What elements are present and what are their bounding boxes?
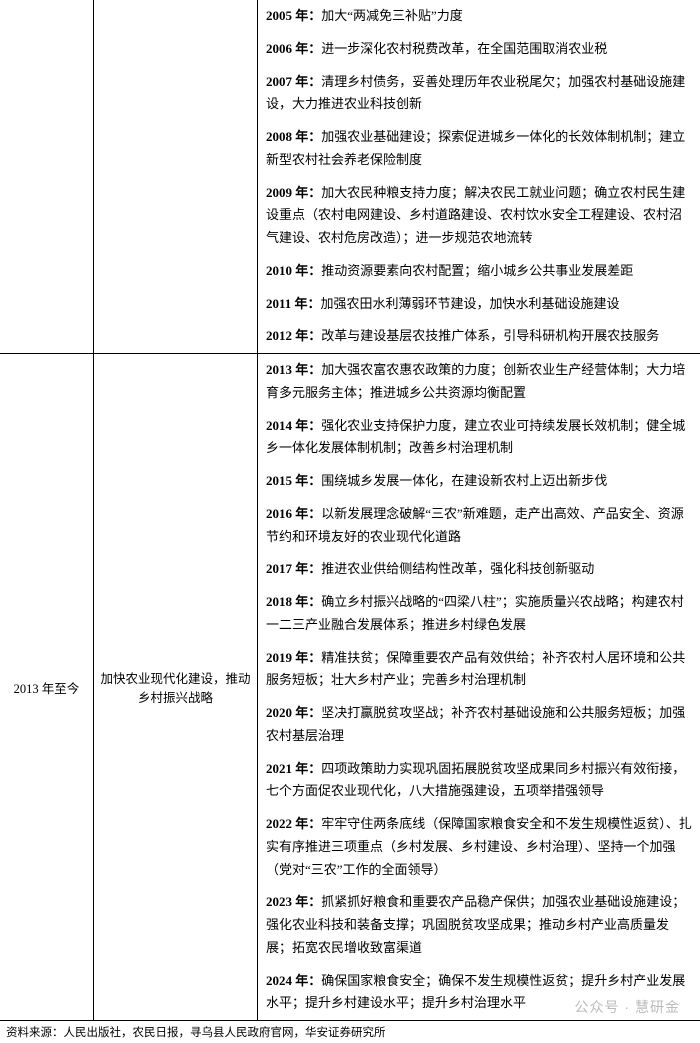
content-cell: 2017 年：推进农业供给侧结构性改革，强化科技创新驱动 <box>258 553 700 586</box>
content-cell: 2015 年：围绕城乡发展一体化，在建设新农村上迈出新步伐 <box>258 465 700 498</box>
year-label: 2011 年： <box>266 296 321 311</box>
period-cell: 2013 年至今 <box>0 354 94 1021</box>
year-label: 2019 年： <box>266 650 321 665</box>
year-label: 2013 年： <box>266 362 321 377</box>
year-label: 2009 年： <box>266 185 321 200</box>
year-label: 2017 年： <box>266 561 321 576</box>
entry-text: 牢牢守住两条底线（保障国家粮食安全和不发生规模性返贫）、扎实有序推进三项重点（乡… <box>266 816 692 877</box>
content-cell: 2021 年：四项政策助力实现巩固拓展脱贫攻坚成果同乡村振兴有效衔接，七个方面促… <box>258 753 700 809</box>
entry-text: 确保国家粮食安全；确保不发生规模性返贫；提升乡村产业发展水平；提升乡村建设水平；… <box>266 973 685 1011</box>
entry-text: 加大“两减免三补贴”力度 <box>321 8 463 23</box>
entry-text: 推进农业供给侧结构性改革，强化科技创新驱动 <box>321 561 594 576</box>
entry-text: 围绕城乡发展一体化，在建设新农村上迈出新步伐 <box>321 473 607 488</box>
year-label: 2006 年： <box>266 41 321 56</box>
content-cell: 2011 年：加强农田水利薄弱环节建设，加快水利基础设施建设 <box>258 288 700 321</box>
entry-text: 以新发展理念破解“三农”新难题，走产出高效、产品安全、资源节约和环境友好的农业现… <box>266 506 684 544</box>
year-label: 2023 年： <box>266 894 321 909</box>
theme-cell: 加快农业现代化建设，推动乡村振兴战略 <box>94 354 258 1021</box>
year-label: 2016 年： <box>266 506 321 521</box>
policy-table: 2005 年：加大“两减免三补贴”力度2006 年：进一步深化农村税费改革，在全… <box>0 0 700 1021</box>
content-cell: 2018 年：确立乡村振兴战略的“四梁八柱”；实施质量兴农战略；构建农村一二三产… <box>258 586 700 642</box>
content-cell: 2010 年：推动资源要素向农村配置；缩小城乡公共事业发展差距 <box>258 255 700 288</box>
theme-cell <box>94 0 258 354</box>
content-cell: 2012 年：改革与建设基层农技推广体系，引导科研机构开展农技服务 <box>258 320 700 353</box>
source-line: 资料来源：人民出版社，农民日报，寻乌县人民政府官网，华安证券研究所 <box>0 1021 700 1043</box>
year-label: 2014 年： <box>266 418 321 433</box>
year-label: 2012 年： <box>266 328 321 343</box>
entry-text: 四项政策助力实现巩固拓展脱贫攻坚成果同乡村振兴有效衔接，七个方面促农业现代化，八… <box>266 761 685 799</box>
content-cell: 2019 年：精准扶贫；保障重要农产品有效供给；补齐农村人居环境和公共服务短板；… <box>258 642 700 698</box>
content-cell: 2005 年：加大“两减免三补贴”力度 <box>258 0 700 33</box>
table-row: 2013 年至今加快农业现代化建设，推动乡村振兴战略2013 年：加大强农富农惠… <box>0 354 700 410</box>
entry-text: 加大农民种粮支持力度；解决农民工就业问题；确立农村民生建设重点（农村电网建设、乡… <box>266 185 685 246</box>
table-row: 2005 年：加大“两减免三补贴”力度 <box>0 0 700 33</box>
content-cell: 2016 年：以新发展理念破解“三农”新难题，走产出高效、产品安全、资源节约和环… <box>258 498 700 554</box>
content-cell: 2006 年：进一步深化农村税费改革，在全国范围取消农业税 <box>258 33 700 66</box>
content-cell: 2008 年：加强农业基础建设；探索促进城乡一体化的长效体制机制；建立新型农村社… <box>258 121 700 177</box>
content-cell: 2014 年：强化农业支持保护力度，建立农业可持续发展长效机制；健全城乡一体化发… <box>258 410 700 466</box>
entry-text: 加大强农富农惠农政策的力度；创新农业生产经营体制；大力培育多元服务主体；推进城乡… <box>266 362 685 400</box>
entry-text: 强化农业支持保护力度，建立农业可持续发展长效机制；健全城乡一体化发展体制机制；改… <box>266 418 685 456</box>
entry-text: 推动资源要素向农村配置；缩小城乡公共事业发展差距 <box>321 263 633 278</box>
year-label: 2024 年： <box>266 973 321 988</box>
content-cell: 2023 年：抓紧抓好粮食和重要农产品稳产保供；加强农业基础设施建设；强化农业科… <box>258 886 700 964</box>
year-label: 2020 年： <box>266 705 321 720</box>
entry-text: 清理乡村债务，妥善处理历年农业税尾欠；加强农村基础设施建设，大力推进农业科技创新 <box>266 74 685 112</box>
year-label: 2010 年： <box>266 263 321 278</box>
entry-text: 确立乡村振兴战略的“四梁八柱”；实施质量兴农战略；构建农村一二三产业融合发展体系… <box>266 594 684 632</box>
year-label: 2018 年： <box>266 594 321 609</box>
entry-text: 精准扶贫；保障重要农产品有效供给；补齐农村人居环境和公共服务短板；壮大乡村产业；… <box>266 650 685 688</box>
content-cell: 2024 年：确保国家粮食安全；确保不发生规模性返贫；提升乡村产业发展水平；提升… <box>258 965 700 1021</box>
year-label: 2005 年： <box>266 8 321 23</box>
entry-text: 抓紧抓好粮食和重要农产品稳产保供；加强农业基础设施建设；强化农业科技和装备支撑；… <box>266 894 685 955</box>
entry-text: 加强农业基础建设；探索促进城乡一体化的长效体制机制；建立新型农村社会养老保险制度 <box>266 129 685 167</box>
year-label: 2008 年： <box>266 129 321 144</box>
content-cell: 2022 年：牢牢守住两条底线（保障国家粮食安全和不发生规模性返贫）、扎实有序推… <box>258 808 700 886</box>
entry-text: 坚决打赢脱贫攻坚战；补齐农村基础设施和公共服务短板；加强农村基层治理 <box>266 705 685 743</box>
content-cell: 2013 年：加大强农富农惠农政策的力度；创新农业生产经营体制；大力培育多元服务… <box>258 354 700 410</box>
year-label: 2015 年： <box>266 473 321 488</box>
year-label: 2021 年： <box>266 761 321 776</box>
content-cell: 2020 年：坚决打赢脱贫攻坚战；补齐农村基础设施和公共服务短板；加强农村基层治… <box>258 697 700 753</box>
entry-text: 改革与建设基层农技推广体系，引导科研机构开展农技服务 <box>321 328 659 343</box>
year-label: 2007 年： <box>266 74 321 89</box>
entry-text: 加强农田水利薄弱环节建设，加快水利基础设施建设 <box>321 296 620 311</box>
entry-text: 进一步深化农村税费改革，在全国范围取消农业税 <box>321 41 607 56</box>
period-cell <box>0 0 94 354</box>
content-cell: 2009 年：加大农民种粮支持力度；解决农民工就业问题；确立农村民生建设重点（农… <box>258 177 700 255</box>
year-label: 2022 年： <box>266 816 321 831</box>
content-cell: 2007 年：清理乡村债务，妥善处理历年农业税尾欠；加强农村基础设施建设，大力推… <box>258 66 700 122</box>
